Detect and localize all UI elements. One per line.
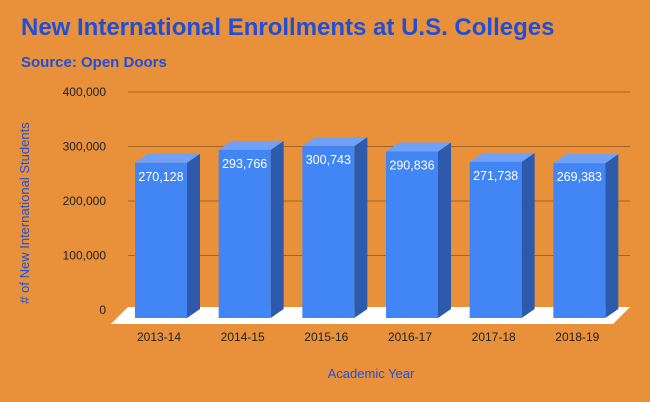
bar bbox=[218, 149, 271, 318]
bar-top bbox=[302, 137, 368, 147]
bar-top bbox=[135, 153, 200, 163]
gridlines bbox=[128, 91, 630, 256]
y-tick-label: 0 bbox=[99, 303, 106, 317]
y-tick-label: 100,000 bbox=[63, 249, 107, 263]
bars: 270,128 293,766 300,743 290,836 271,738 269,3… bbox=[135, 137, 619, 318]
x-tick-label: 2016-17 bbox=[388, 330, 432, 344]
x-tick-label: 2017-18 bbox=[472, 330, 516, 344]
x-axis-ticks: 2013-14 2014-15 2015-16 2016-17 2017-18 2018-… bbox=[137, 330, 600, 344]
bar-top bbox=[469, 152, 535, 162]
bar-side bbox=[605, 154, 619, 318]
bar-value-label: 290,836 bbox=[389, 158, 434, 172]
bar-top bbox=[386, 142, 451, 152]
bar-side bbox=[187, 153, 200, 318]
bar bbox=[135, 162, 187, 318]
bar-value-label: 269,383 bbox=[557, 170, 602, 184]
bar-side bbox=[521, 152, 535, 318]
bar-top bbox=[553, 154, 619, 164]
x-axis-label: Academic Year bbox=[328, 366, 415, 381]
bar-value-label: 300,743 bbox=[306, 153, 351, 167]
x-tick-label: 2013-14 bbox=[137, 330, 181, 344]
y-tick-label: 200,000 bbox=[63, 194, 107, 208]
y-axis-label: # of New International Students bbox=[17, 122, 32, 304]
bar-value-label: 271,738 bbox=[473, 169, 518, 183]
bar-value-label: 270,128 bbox=[138, 170, 183, 184]
y-axis-ticks: 0 100,000 200,000 300,000 400,000 bbox=[63, 85, 107, 317]
bar-side bbox=[270, 140, 284, 318]
bar-side bbox=[354, 137, 368, 318]
y-tick-label: 400,000 bbox=[63, 85, 107, 99]
bar-top bbox=[218, 140, 284, 150]
x-tick-label: 2015-16 bbox=[304, 330, 348, 344]
x-tick-label: 2018-19 bbox=[555, 330, 599, 344]
bar bbox=[386, 151, 438, 318]
bar bbox=[469, 161, 522, 318]
bar-side bbox=[438, 142, 451, 318]
bar bbox=[553, 163, 606, 318]
bar bbox=[302, 146, 355, 318]
y-tick-label: 300,000 bbox=[63, 140, 107, 154]
bar-value-label: 293,766 bbox=[222, 157, 267, 171]
chart-subtitle: Source: Open Doors bbox=[21, 54, 167, 71]
chart-title: New International Enrollments at U.S. Co… bbox=[21, 14, 555, 41]
x-tick-label: 2014-15 bbox=[221, 330, 265, 344]
